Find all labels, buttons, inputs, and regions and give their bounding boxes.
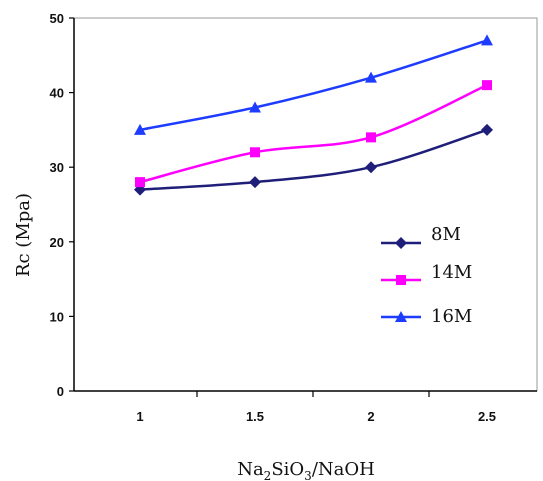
legend-entry-14m: 14M [381,262,472,285]
x-axis-title-part-3: /NaOH [312,459,375,480]
x-axis-title-part-1: Na [237,459,264,480]
series-point-16m [249,101,261,113]
series-point-14m [482,80,492,91]
x-axis-title-subscript-1: 2 [264,469,272,481]
x-tick-label: 1.5 [246,409,264,424]
series-line-14m [139,84,488,184]
legend-marker-16m [395,311,407,322]
x-axis-title-part-2: SiO [271,459,304,480]
legend-marker-14m [396,275,406,285]
series-point-14m [366,132,376,143]
legend-entry-16m: 16M [381,306,472,327]
y-tick-label: 0 [57,384,64,399]
series-point-14m [135,177,145,188]
legend: 8M 14M 16M [381,224,472,327]
legend-label-8m: 8M [431,224,461,245]
x-tick-label: 2.5 [478,409,496,424]
series-line-8m [139,128,488,191]
legend-entry-8m: 8M [381,224,461,249]
x-axis-title-subscript-2: 3 [304,469,312,481]
y-tick-label: 30 [50,160,64,175]
x-axis-title: Na2SiO3/NaOH [237,459,375,481]
series-point-16m [365,71,377,83]
y-axis-ticks: 0 10 20 30 40 50 [50,11,74,399]
series-point-16m [481,34,493,46]
legend-label-14m: 14M [431,262,472,283]
series-layer [134,34,493,196]
series-point-16m [134,123,146,135]
series-point-8m [365,161,377,174]
y-tick-label: 10 [50,309,64,324]
plot-area-frame [73,17,538,392]
x-tick-label: 2 [367,409,374,424]
x-tick-label: 1 [136,409,143,424]
series-line-16m [139,39,488,132]
legend-marker-8m [395,237,407,249]
series-point-14m [250,147,260,158]
y-tick-label: 40 [50,86,64,101]
legend-label-16m: 16M [431,306,472,327]
y-tick-label: 50 [50,11,64,26]
y-tick-label: 20 [50,235,64,250]
series-point-8m [249,176,261,189]
series-point-8m [481,123,493,136]
x-axis-ticks: 1 1.5 2 2.5 [136,391,496,424]
y-axis-title: Rc (Mpa) [13,193,34,277]
